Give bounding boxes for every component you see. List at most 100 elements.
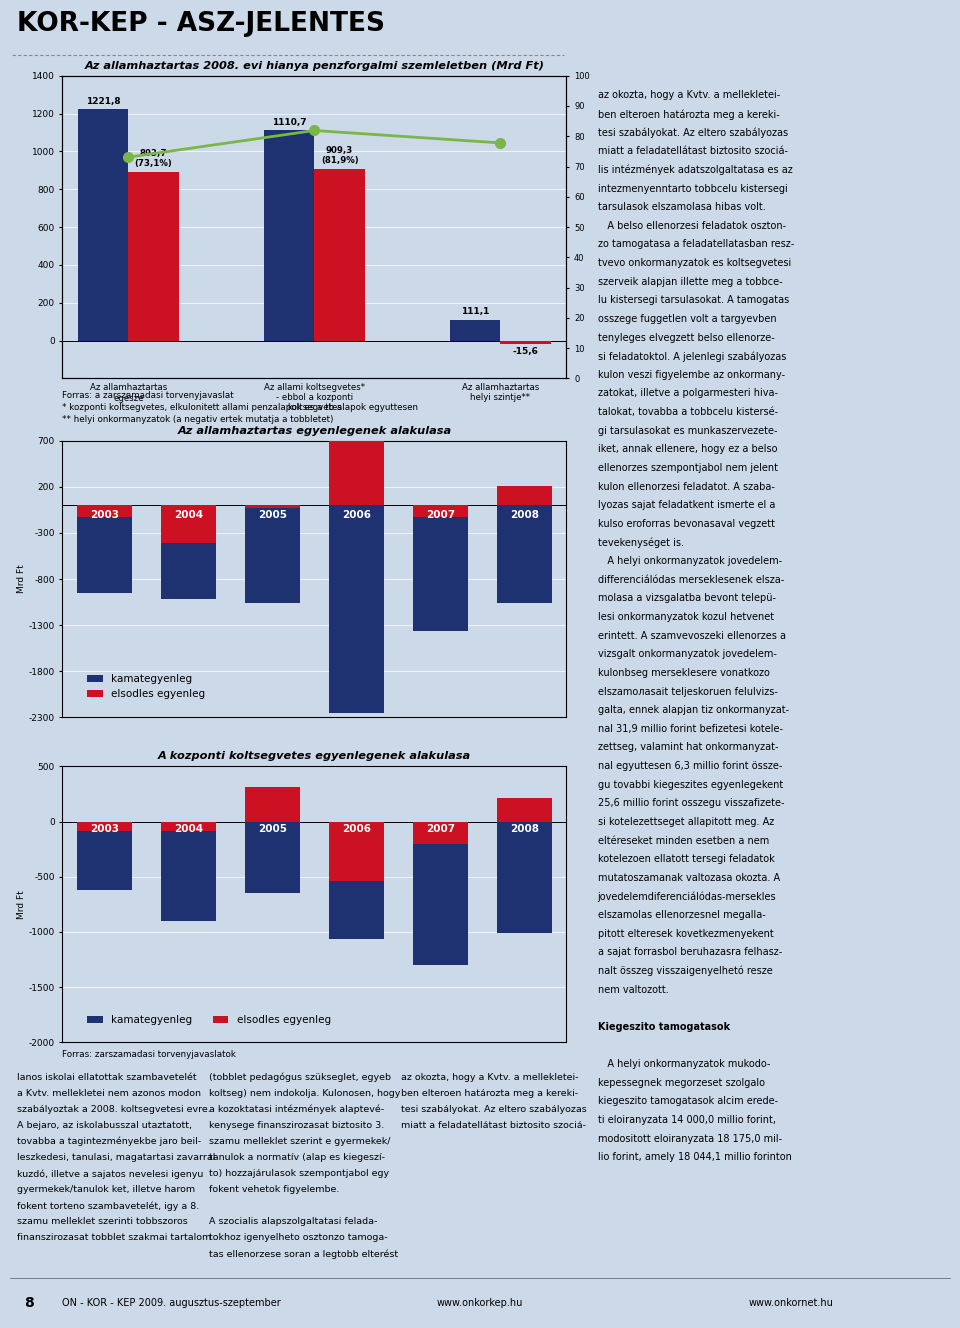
Text: 2007: 2007: [426, 510, 455, 521]
Text: A bejaro, az iskolabusszal utaztatott,: A bejaro, az iskolabusszal utaztatott,: [17, 1121, 192, 1130]
Bar: [161, 506, 216, 599]
Text: A helyi onkormanyzatok jovedelem-: A helyi onkormanyzatok jovedelem-: [597, 556, 781, 566]
Text: KOR-KEP - ASZ-JELENTES: KOR-KEP - ASZ-JELENTES: [17, 11, 385, 37]
Text: 2006: 2006: [342, 510, 371, 521]
Text: to) hozzajárulasok szempontjabol egy: to) hozzajárulasok szempontjabol egy: [209, 1169, 389, 1178]
Text: (tobblet pedagógus szükseglet, egyeb: (tobblet pedagógus szükseglet, egyeb: [209, 1073, 391, 1082]
Text: az okozta, hogy a Kvtv. a mellekletei-: az okozta, hogy a Kvtv. a mellekletei-: [597, 90, 780, 101]
Text: 2005: 2005: [258, 510, 287, 521]
Text: osszege fuggetlen volt a targyevben: osszege fuggetlen volt a targyevben: [597, 313, 776, 324]
Text: modositott eloiranyzata 18 175,0 mil-: modositott eloiranyzata 18 175,0 mil-: [597, 1134, 781, 1143]
Text: 2008: 2008: [510, 510, 539, 521]
Text: nem valtozott.: nem valtozott.: [597, 984, 668, 995]
Text: nal egyuttesen 6,3 millio forint össze-: nal egyuttesen 6,3 millio forint össze-: [597, 761, 781, 772]
Text: www.onkorkep.hu: www.onkorkep.hu: [437, 1299, 523, 1308]
Bar: [315, 169, 365, 341]
Bar: [264, 130, 315, 341]
Bar: [77, 506, 132, 518]
Text: www.onkornet.hu: www.onkornet.hu: [749, 1299, 833, 1308]
Text: szerveik alapjan illette meg a tobbce-: szerveik alapjan illette meg a tobbce-: [597, 276, 782, 287]
Text: 2003: 2003: [90, 510, 119, 521]
Text: ben elteroen határozta meg a kereki-: ben elteroen határozta meg a kereki-: [400, 1089, 578, 1098]
Legend: kamategyenleg, elsodles egyenleg: kamategyenleg, elsodles egyenleg: [83, 1011, 335, 1029]
Text: ben elteroen határozta meg a kereki-: ben elteroen határozta meg a kereki-: [597, 109, 780, 120]
Text: kulon ellenorzesi feladatot. A szaba-: kulon ellenorzesi feladatot. A szaba-: [597, 482, 775, 491]
Text: Forras: zarszamadasi torvenyjavaslatok: Forras: zarszamadasi torvenyjavaslatok: [62, 1050, 236, 1060]
Text: lanos iskolai ellatottak szambavetelét: lanos iskolai ellatottak szambavetelét: [17, 1073, 197, 1082]
Text: tvevo onkormanyzatok es koltsegvetesi: tvevo onkormanyzatok es koltsegvetesi: [597, 258, 791, 268]
Text: koltseg) nem indokolja. Kulonosen, hogy: koltseg) nem indokolja. Kulonosen, hogy: [209, 1089, 400, 1098]
Bar: [497, 822, 552, 934]
Text: 1110,7: 1110,7: [272, 118, 306, 127]
Text: talokat, tovabba a tobbcelu kistersé-: talokat, tovabba a tobbcelu kistersé-: [597, 408, 778, 417]
Text: szabályoztak a 2008. koltsegvetesi evre.: szabályoztak a 2008. koltsegvetesi evre.: [17, 1105, 211, 1114]
Text: si feladatoktol. A jelenlegi szabályozas: si feladatoktol. A jelenlegi szabályozas: [597, 351, 786, 361]
Bar: [245, 506, 300, 509]
Text: lesi onkormanyzatok kozul hetvenet: lesi onkormanyzatok kozul hetvenet: [597, 612, 774, 622]
Text: 2004: 2004: [174, 510, 203, 521]
Text: gi tarsulasokat es munkaszervezete-: gi tarsulasokat es munkaszervezete-: [597, 426, 777, 436]
Bar: [413, 506, 468, 518]
Bar: [413, 822, 468, 965]
Text: differenciálódas merseklesenek elsza-: differenciálódas merseklesenek elsza-: [597, 575, 783, 584]
Bar: [161, 822, 216, 831]
Text: ON - KOR - KEP 2009. augusztus-szeptember: ON - KOR - KEP 2009. augusztus-szeptembe…: [62, 1299, 281, 1308]
Text: galta, ennek alapjan tiz onkormanyzat-: galta, ennek alapjan tiz onkormanyzat-: [597, 705, 788, 716]
Text: tokhoz igenyelheto osztonzo tamoga-: tokhoz igenyelheto osztonzo tamoga-: [209, 1234, 388, 1242]
Text: szamu melleklet szerinti tobbszoros: szamu melleklet szerinti tobbszoros: [17, 1218, 188, 1226]
Text: gu tovabbi kiegeszites egyenlegekent: gu tovabbi kiegeszites egyenlegekent: [597, 780, 782, 790]
Text: kulso eroforras bevonasaval vegzett: kulso eroforras bevonasaval vegzett: [597, 519, 775, 529]
Text: tanulok a normatív (alap es kiegeszí-: tanulok a normatív (alap es kiegeszí-: [209, 1153, 385, 1162]
Bar: [329, 428, 384, 506]
Text: ti eloiranyzata 14 000,0 millio forint,: ti eloiranyzata 14 000,0 millio forint,: [597, 1116, 776, 1125]
Text: 111,1: 111,1: [461, 307, 490, 316]
Text: 2003: 2003: [90, 825, 119, 834]
Bar: [500, 341, 551, 344]
Bar: [245, 822, 300, 894]
Text: 2007: 2007: [426, 825, 455, 834]
Bar: [245, 506, 300, 603]
Text: gyermekek/tanulok ket, illetve harom: gyermekek/tanulok ket, illetve harom: [17, 1185, 196, 1194]
Bar: [413, 822, 468, 843]
Bar: [77, 822, 132, 890]
Y-axis label: Mrd Ft: Mrd Ft: [16, 890, 26, 919]
Text: * kozponti koltsegvetes, elkulonitett allami penzalapok es a tb alapok egyuttese: * kozponti koltsegvetes, elkulonitett al…: [62, 404, 419, 413]
Text: 893,7
(73,1%): 893,7 (73,1%): [134, 149, 173, 169]
Text: tevekenységet is.: tevekenységet is.: [597, 538, 684, 548]
Text: miatt a feladatellátast biztosito szociá-: miatt a feladatellátast biztosito szociá…: [597, 146, 787, 157]
Bar: [78, 109, 129, 341]
Legend: kamategyenleg, elsodles egyenleg: kamategyenleg, elsodles egyenleg: [83, 671, 209, 704]
Text: leszkedesi, tanulasi, magatartasi zavarral: leszkedesi, tanulasi, magatartasi zavarr…: [17, 1153, 216, 1162]
Text: az okozta, hogy a Kvtv. a mellekletei-: az okozta, hogy a Kvtv. a mellekletei-: [400, 1073, 578, 1082]
Text: pitott elteresek kovetkezmenyekent: pitott elteresek kovetkezmenyekent: [597, 928, 773, 939]
Text: zo tamogatasa a feladatellatasban resz-: zo tamogatasa a feladatellatasban resz-: [597, 239, 794, 250]
Text: nalt összeg visszaigenyelhetó resze: nalt összeg visszaigenyelhetó resze: [597, 965, 772, 976]
Bar: [329, 506, 384, 713]
Text: iket, annak ellenere, hogy ez a belso: iket, annak ellenere, hogy ez a belso: [597, 445, 777, 454]
Bar: [329, 822, 384, 882]
Text: a sajat forrasbol beruhazasra felhasz-: a sajat forrasbol beruhazasra felhasz-: [597, 947, 781, 957]
Text: szamu melleklet szerint e gyermekek/: szamu melleklet szerint e gyermekek/: [209, 1137, 391, 1146]
Text: lu kistersegi tarsulasokat. A tamogatas: lu kistersegi tarsulasokat. A tamogatas: [597, 295, 789, 305]
Text: molasa a vizsgalatba bevont telepü-: molasa a vizsgalatba bevont telepü-: [597, 594, 776, 603]
Text: 2004: 2004: [174, 825, 203, 834]
Text: lio forint, amely 18 044,1 millio forinton: lio forint, amely 18 044,1 millio forint…: [597, 1153, 791, 1162]
Text: kuzdó, illetve a sajatos nevelesi igenyu: kuzdó, illetve a sajatos nevelesi igenyu: [17, 1169, 204, 1178]
Text: tenyleges elvegzett belso ellenorze-: tenyleges elvegzett belso ellenorze-: [597, 332, 775, 343]
Text: fokent torteno szambavetelét, igy a 8.: fokent torteno szambavetelét, igy a 8.: [17, 1201, 200, 1211]
Text: erintett. A szamvevoszeki ellenorzes a: erintett. A szamvevoszeki ellenorzes a: [597, 631, 785, 640]
Text: -15,6: -15,6: [513, 347, 539, 356]
Legend: 2008. evi eredetileg tervezett, 2008. evi teny, index:eredeti = 100%: 2008. evi eredetileg tervezett, 2008. ev…: [62, 450, 478, 467]
Text: lyozas sajat feladatkent ismerte el a: lyozas sajat feladatkent ismerte el a: [597, 501, 775, 510]
Text: 25,6 millio forint osszegu visszafizete-: 25,6 millio forint osszegu visszafizete-: [597, 798, 784, 809]
Text: A helyi onkormanyzatok mukodo-: A helyi onkormanyzatok mukodo-: [597, 1060, 770, 1069]
Text: 2006: 2006: [342, 825, 371, 834]
Text: 2005: 2005: [258, 825, 287, 834]
Text: kiegeszito tamogatasok alcim erede-: kiegeszito tamogatasok alcim erede-: [597, 1097, 778, 1106]
Text: elszamolas ellenorzesnel megalla-: elszamolas ellenorzesnel megalla-: [597, 910, 765, 920]
Bar: [450, 320, 500, 341]
Text: tesi szabályokat. Az eltero szabályozas: tesi szabályokat. Az eltero szabályozas: [597, 127, 787, 138]
Bar: [497, 798, 552, 822]
Text: A belso ellenorzesi feladatok oszton-: A belso ellenorzesi feladatok oszton-: [597, 220, 785, 231]
Text: nal 31,9 millio forint befizetesi kotele-: nal 31,9 millio forint befizetesi kotele…: [597, 724, 782, 734]
